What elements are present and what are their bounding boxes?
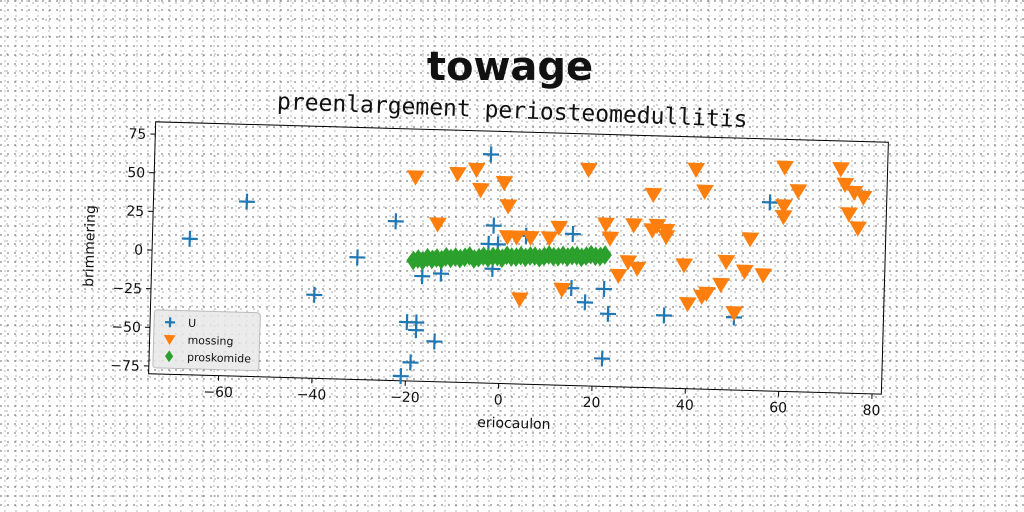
data-point-mossing: [679, 296, 697, 313]
y-tick-label: 75: [128, 126, 146, 142]
legend-label-proskomide: proskomide: [187, 351, 252, 366]
data-point-mossing: [741, 232, 760, 248]
data-point-mossing: [467, 162, 486, 179]
data-point-mossing: [553, 282, 572, 298]
x-tick-label: 0: [493, 392, 502, 408]
data-point-mossing: [644, 187, 663, 204]
data-point-mossing: [628, 261, 647, 277]
x-tick-label: 20: [582, 395, 600, 411]
data-point-mossing: [717, 254, 736, 271]
plot-frame: [148, 121, 889, 395]
chart-title: towage: [427, 44, 593, 90]
data-point-mossing: [775, 199, 793, 215]
data-point-mossing: [854, 190, 873, 206]
data-point-U: [392, 368, 409, 385]
data-point-U: [306, 286, 323, 303]
y-tick-label: −50: [111, 319, 141, 336]
data-point-mossing: [789, 184, 808, 200]
data-point-mossing: [508, 230, 526, 246]
data-point-U: [414, 268, 431, 285]
y-tick-label: 25: [126, 204, 144, 220]
data-point-U: [576, 294, 594, 311]
data-point-U: [349, 249, 366, 266]
legend-marker-U: [165, 317, 176, 328]
data-point-mossing: [675, 258, 694, 274]
legend-label-mossing: mossing: [187, 334, 233, 348]
data-point-mossing: [540, 231, 559, 247]
legend-label-U: U: [188, 317, 196, 330]
data-point-mossing: [495, 175, 514, 192]
data-point-mossing: [776, 160, 794, 176]
data-point-U: [485, 217, 502, 234]
y-axis-label: brimmering: [81, 205, 99, 287]
data-point-mossing: [609, 268, 628, 285]
legend-marker-mossing: [163, 334, 176, 346]
chart-subtitle: preenlargement periosteomedullitis: [277, 89, 748, 133]
data-point-mossing: [735, 264, 754, 280]
data-point-U: [408, 322, 425, 339]
data-point-mossing: [597, 217, 615, 233]
y-tick-label: 0: [134, 243, 143, 259]
data-marks: [181, 146, 873, 385]
x-tick-label: 80: [862, 403, 880, 419]
data-point-mossing: [687, 162, 706, 178]
x-axis-label: eriocaulon: [477, 415, 551, 433]
axis-ticks: −60 −40 −20 0 20 40 60 80 −75 −50 −25 0 25 50 75: [110, 126, 881, 419]
data-point-U: [387, 213, 404, 230]
data-point-U: [655, 307, 673, 324]
data-point-mossing: [754, 268, 773, 284]
x-tick-label: −60: [203, 384, 233, 401]
data-point-mossing: [429, 217, 447, 233]
data-point-U: [599, 305, 617, 322]
data-point-U: [596, 280, 613, 298]
data-point-U: [761, 194, 778, 211]
data-point-mossing: [725, 305, 744, 322]
data-point-mossing: [449, 166, 467, 183]
series-proskomide: [406, 244, 612, 271]
data-point-mossing: [625, 218, 643, 234]
data-point-mossing: [499, 199, 518, 215]
data-point-mossing: [712, 277, 730, 294]
data-point-proskomide: [598, 245, 612, 265]
x-tick-label: −40: [297, 387, 327, 404]
data-point-mossing: [522, 230, 540, 247]
y-tick-label: −75: [110, 358, 140, 375]
legend-box: [152, 309, 261, 372]
data-point-mossing: [550, 220, 569, 236]
data-point-mossing: [511, 292, 529, 308]
data-point-mossing: [406, 170, 425, 186]
data-point-mossing: [697, 286, 716, 302]
data-point-mossing: [849, 221, 868, 237]
data-point-mossing: [472, 182, 490, 199]
data-point-mossing: [580, 162, 598, 179]
x-tick-label: 40: [676, 397, 694, 413]
data-point-mossing: [657, 229, 676, 246]
data-point-U: [181, 230, 198, 247]
x-tick-label: −20: [390, 389, 420, 406]
data-point-mossing: [601, 231, 620, 247]
legend-marker-proskomide: [165, 350, 174, 363]
data-point-mossing: [696, 184, 714, 200]
data-point-mossing: [774, 209, 793, 226]
data-point-mossing: [832, 162, 850, 178]
data-point-mossing: [836, 177, 855, 193]
data-point-U: [426, 333, 443, 350]
data-point-U: [564, 225, 581, 243]
data-point-U: [238, 193, 255, 210]
series-mossing: [406, 160, 873, 322]
y-tick-label: 50: [127, 165, 145, 181]
data-point-U: [594, 350, 611, 367]
x-tick-label: 60: [769, 400, 787, 416]
y-tick-label: −25: [112, 281, 142, 298]
data-point-U: [483, 146, 500, 163]
data-point-mossing: [840, 207, 859, 223]
data-point-U: [402, 354, 419, 371]
plot-area: −60 −40 −20 0 20 40 60 80 −75 −50 −25 0 25 50 75 Umoss…: [81, 121, 889, 433]
